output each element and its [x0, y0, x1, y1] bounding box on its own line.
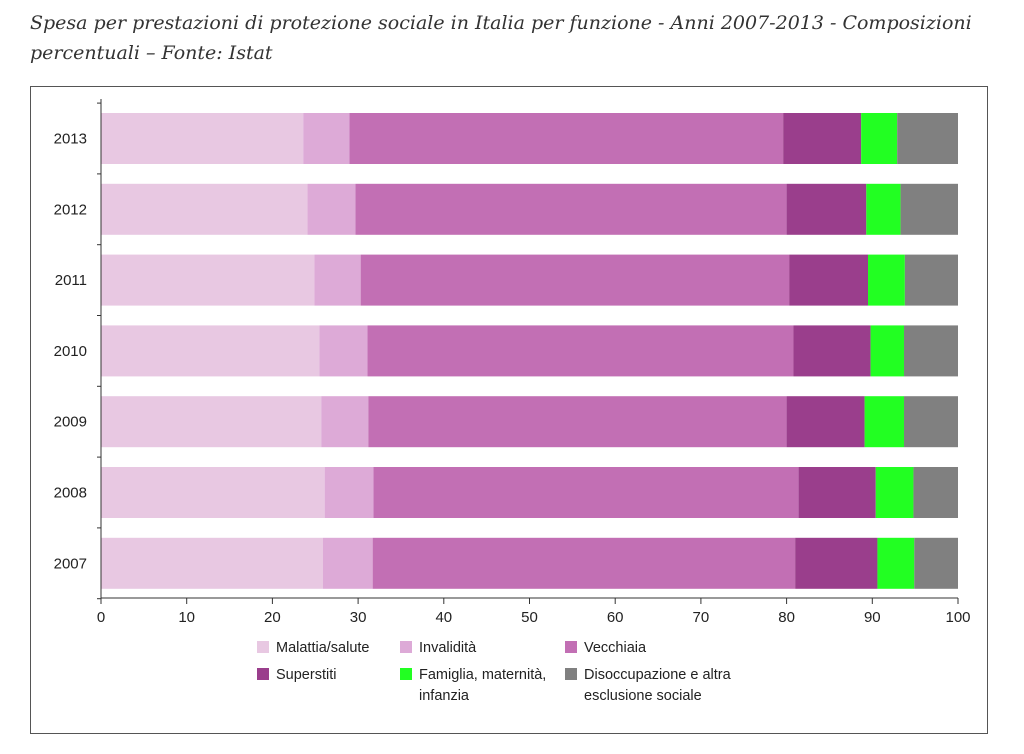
chart-title: Spesa per prestazioni di protezione soci… [30, 8, 990, 68]
legend-label-4-line-0: Famiglia, maternità, [419, 667, 546, 683]
bar-2009-series-5 [904, 396, 958, 448]
legend-label-3-line-0: Superstiti [276, 667, 336, 683]
bar-2007-series-4 [877, 537, 915, 589]
x-tick-label-80: 80 [778, 609, 795, 626]
bar-2013-series-5 [897, 113, 958, 164]
legend-swatch-0 [257, 641, 269, 653]
bar-2009-series-0 [101, 396, 322, 448]
bar-2012-series-0 [101, 183, 308, 235]
legend-swatch-2 [565, 641, 577, 653]
bar-2009-series-1 [321, 396, 369, 448]
y-tick-label-2011: 2011 [55, 272, 87, 289]
legend-label-0-line-0: Malattia/salute [276, 640, 370, 656]
bar-2007-series-1 [322, 537, 373, 589]
legend-swatch-4 [400, 668, 412, 680]
bar-2013-series-2 [349, 113, 784, 164]
y-tick-label-2008: 2008 [54, 485, 87, 502]
y-tick-label-2010: 2010 [54, 343, 87, 360]
bar-2010-series-1 [319, 325, 368, 377]
bar-2012-series-4 [866, 183, 901, 235]
bar-2011-series-0 [101, 254, 315, 306]
bar-2013-series-3 [783, 113, 862, 164]
y-tick-label-2007: 2007 [54, 555, 87, 572]
x-tick-label-90: 90 [864, 609, 881, 626]
legend-label-5-line-1: esclusione sociale [584, 688, 702, 704]
stacked-bar-chart: 2013 2012 2011 2010 2009 2008 2007 0 10 20 30 40 50 6… [54, 99, 971, 704]
bar-2008-series-1 [324, 467, 374, 518]
bar-2010-series-5 [904, 325, 958, 377]
bar-2012-series-1 [307, 183, 356, 235]
bar-2011-series-4 [868, 254, 905, 306]
y-tick-label-2012: 2012 [54, 201, 87, 218]
bar-2010-series-2 [367, 325, 794, 377]
bar-2010-series-0 [101, 325, 320, 377]
legend-label-5-line-0: Disoccupazione e altra [584, 667, 732, 683]
x-tick-label-10: 10 [178, 609, 195, 626]
bar-2010-series-4 [870, 325, 905, 377]
bar-2008-series-0 [101, 467, 325, 518]
x-tick-label-50: 50 [521, 609, 538, 626]
bar-2009-series-3 [786, 396, 865, 448]
legend-swatch-3 [257, 668, 269, 680]
bar-2008-series-4 [875, 467, 914, 518]
bar-2010-series-3 [793, 325, 871, 377]
bar-2009-series-4 [864, 396, 905, 448]
chart-title-line-1: Spesa per prestazioni di protezione soci… [30, 12, 972, 34]
bar-2013-series-1 [303, 113, 350, 164]
legend-label-2-line-0: Vecchiaia [584, 640, 647, 656]
x-tick-label-40: 40 [435, 609, 452, 626]
legend-label-1-line-0: Invalidità [419, 640, 477, 656]
chart-title-line-2: percentuali – Fonte: Istat [30, 42, 273, 64]
bar-2009-series-2 [368, 396, 787, 448]
chart-frame: 2013 2012 2011 2010 2009 2008 2007 0 10 20 30 40 50 6… [30, 86, 988, 734]
x-tick-label-0: 0 [97, 609, 105, 626]
bar-2011-series-5 [904, 254, 958, 306]
bar-2013-series-4 [861, 113, 898, 164]
legend-label-4-line-1: infanzia [419, 688, 470, 704]
bar-2007-series-2 [372, 537, 796, 589]
legend-swatch-5 [565, 668, 577, 680]
x-tick-label-70: 70 [693, 609, 710, 626]
bar-2008-series-2 [373, 467, 799, 518]
bar-2011-series-1 [314, 254, 361, 306]
bar-2007-series-0 [101, 537, 323, 589]
bar-2008-series-5 [913, 467, 958, 518]
y-tick-label-2013: 2013 [54, 131, 87, 148]
bar-2007-series-5 [914, 537, 958, 589]
bar-2007-series-3 [795, 537, 878, 589]
x-tick-label-30: 30 [350, 609, 367, 626]
bar-2008-series-3 [798, 467, 876, 518]
bar-2011-series-2 [360, 254, 790, 306]
x-tick-label-20: 20 [264, 609, 281, 626]
bar-2012-series-3 [786, 183, 867, 235]
x-tick-label-100: 100 [945, 609, 970, 626]
bar-2012-series-2 [355, 183, 787, 235]
y-tick-label-2009: 2009 [54, 414, 87, 431]
bar-2012-series-5 [900, 183, 958, 235]
x-tick-label-60: 60 [607, 609, 624, 626]
legend-swatch-1 [400, 641, 412, 653]
bar-2011-series-3 [789, 254, 869, 306]
bar-2013-series-0 [101, 113, 304, 164]
